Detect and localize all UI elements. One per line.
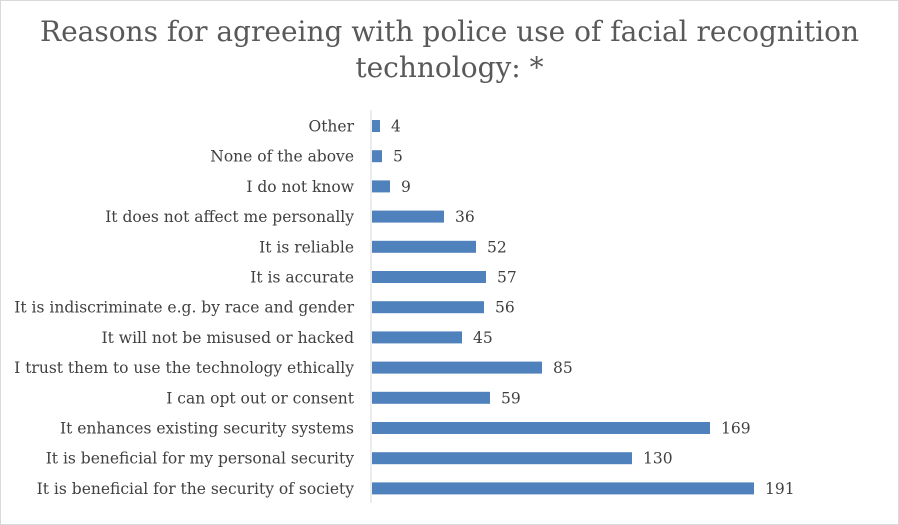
chart-title-line-1: Reasons for agreeing with police use of … [39,15,860,48]
category-label: It does not affect me personally [105,208,354,226]
bar [372,391,490,404]
category-label: It is beneficial for my personal securit… [46,450,355,468]
data-label: 191 [765,480,795,498]
category-label: It is indiscriminate e.g. by race and ge… [14,299,354,317]
bar [372,331,462,344]
bar [372,452,632,465]
data-label: 9 [401,178,411,196]
category-label: It is accurate [250,269,354,287]
data-label: 5 [393,148,403,166]
data-label: 130 [643,450,673,468]
data-label: 56 [495,299,515,317]
category-label: I trust them to use the technology ethic… [14,359,354,377]
bar [372,120,380,132]
data-label: 4 [391,118,401,136]
category-label: Other [308,118,354,136]
data-label: 169 [721,420,751,438]
category-label: None of the above [210,148,354,166]
category-label: It will not be misused or hacked [102,329,355,347]
bar [372,482,754,495]
chart-title: Reasons for agreeing with police use of … [0,14,899,86]
data-label: 36 [455,208,475,226]
category-label: It enhances existing security systems [60,420,354,438]
data-label: 57 [497,269,517,287]
bar [372,240,476,253]
category-label: It is beneficial for the security of soc… [37,480,355,498]
bar [372,150,382,163]
category-label: I do not know [246,178,354,196]
bar [372,301,484,314]
data-label: 59 [501,389,521,407]
data-label: 52 [487,238,507,256]
data-label: 45 [473,329,493,347]
chart-title-line-2: technology: * [355,51,544,84]
bar [372,210,444,223]
bar [372,271,486,283]
bar [372,422,710,434]
category-label: I can opt out or consent [166,389,355,407]
bar [372,361,542,374]
category-label: It is reliable [259,238,354,256]
data-label: 85 [553,359,573,377]
bar [372,180,390,193]
